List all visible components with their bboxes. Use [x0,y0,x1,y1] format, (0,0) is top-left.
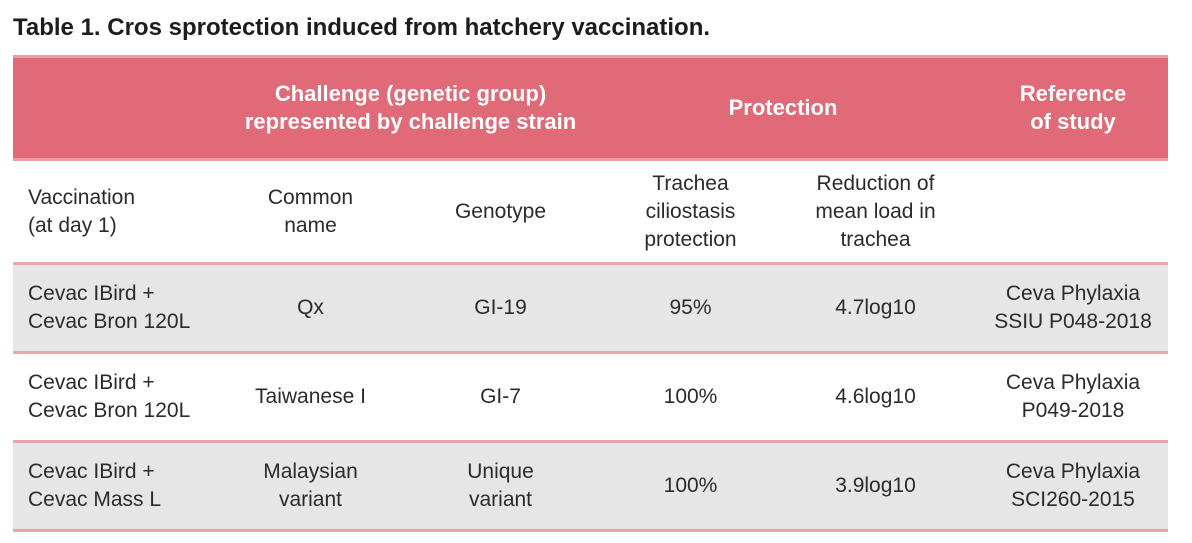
cell-reduction: 3.9log10 [835,474,916,497]
cross-protection-table: Challenge (genetic group) represented by… [13,55,1168,532]
subheader-vaccination: Vaccination (at day 1) [28,185,136,237]
cell-ciliostasis: 100% [663,474,718,497]
table-header: Challenge (genetic group) represented by… [13,55,1168,161]
cell-genotype: Unique variant [467,460,534,511]
cell-vaccination: Cevac IBird + Cevac Bron 120L [28,282,191,333]
cell-common-name: Malaysian variant [263,460,358,511]
header-reference: Reference of study [1019,81,1127,134]
cell-reduction: 4.6log10 [835,385,916,408]
cell-reduction: 4.7log10 [835,296,916,319]
table-row: Cevac IBird + Cevac Bron 120L Qx GI-19 9… [13,265,1168,354]
cell-ciliostasis: 100% [663,385,718,408]
table-row: Cevac IBird + Cevac Mass L Malaysian var… [13,443,1168,532]
header-protection: Protection [728,95,838,120]
cell-common-name: Qx [297,296,324,319]
table-subheader: Vaccination (at day 1) Common name Genot… [13,161,1168,265]
table-title: Table 1. Cros sprotection induced from h… [13,14,711,41]
subheader-reference [978,161,1168,262]
cell-genotype: GI-7 [480,385,521,408]
cell-ciliostasis: 95% [669,296,712,319]
subheader-genotype: Genotype [454,199,547,223]
cell-vaccination: Cevac IBird + Cevac Mass L [28,460,162,511]
cell-reference: Ceva Phylaxia SCI260-2015 [1005,460,1141,511]
cell-reference: Ceva Phylaxia SSIU P048-2018 [994,282,1152,333]
cell-reference: Ceva Phylaxia P049-2018 [1005,371,1141,422]
subheader-common-name: Common name [267,185,354,237]
subheader-reduction: Reduction of mean load in trachea [815,171,936,251]
subheader-ciliostasis: Trachea ciliostasis protection [644,171,737,251]
cell-genotype: GI-19 [474,296,527,319]
cell-vaccination: Cevac IBird + Cevac Bron 120L [28,371,191,422]
cell-common-name: Taiwanese I [255,385,366,408]
header-challenge: Challenge (genetic group) represented by… [244,81,577,134]
table-row: Cevac IBird + Cevac Bron 120L Taiwanese … [13,354,1168,443]
